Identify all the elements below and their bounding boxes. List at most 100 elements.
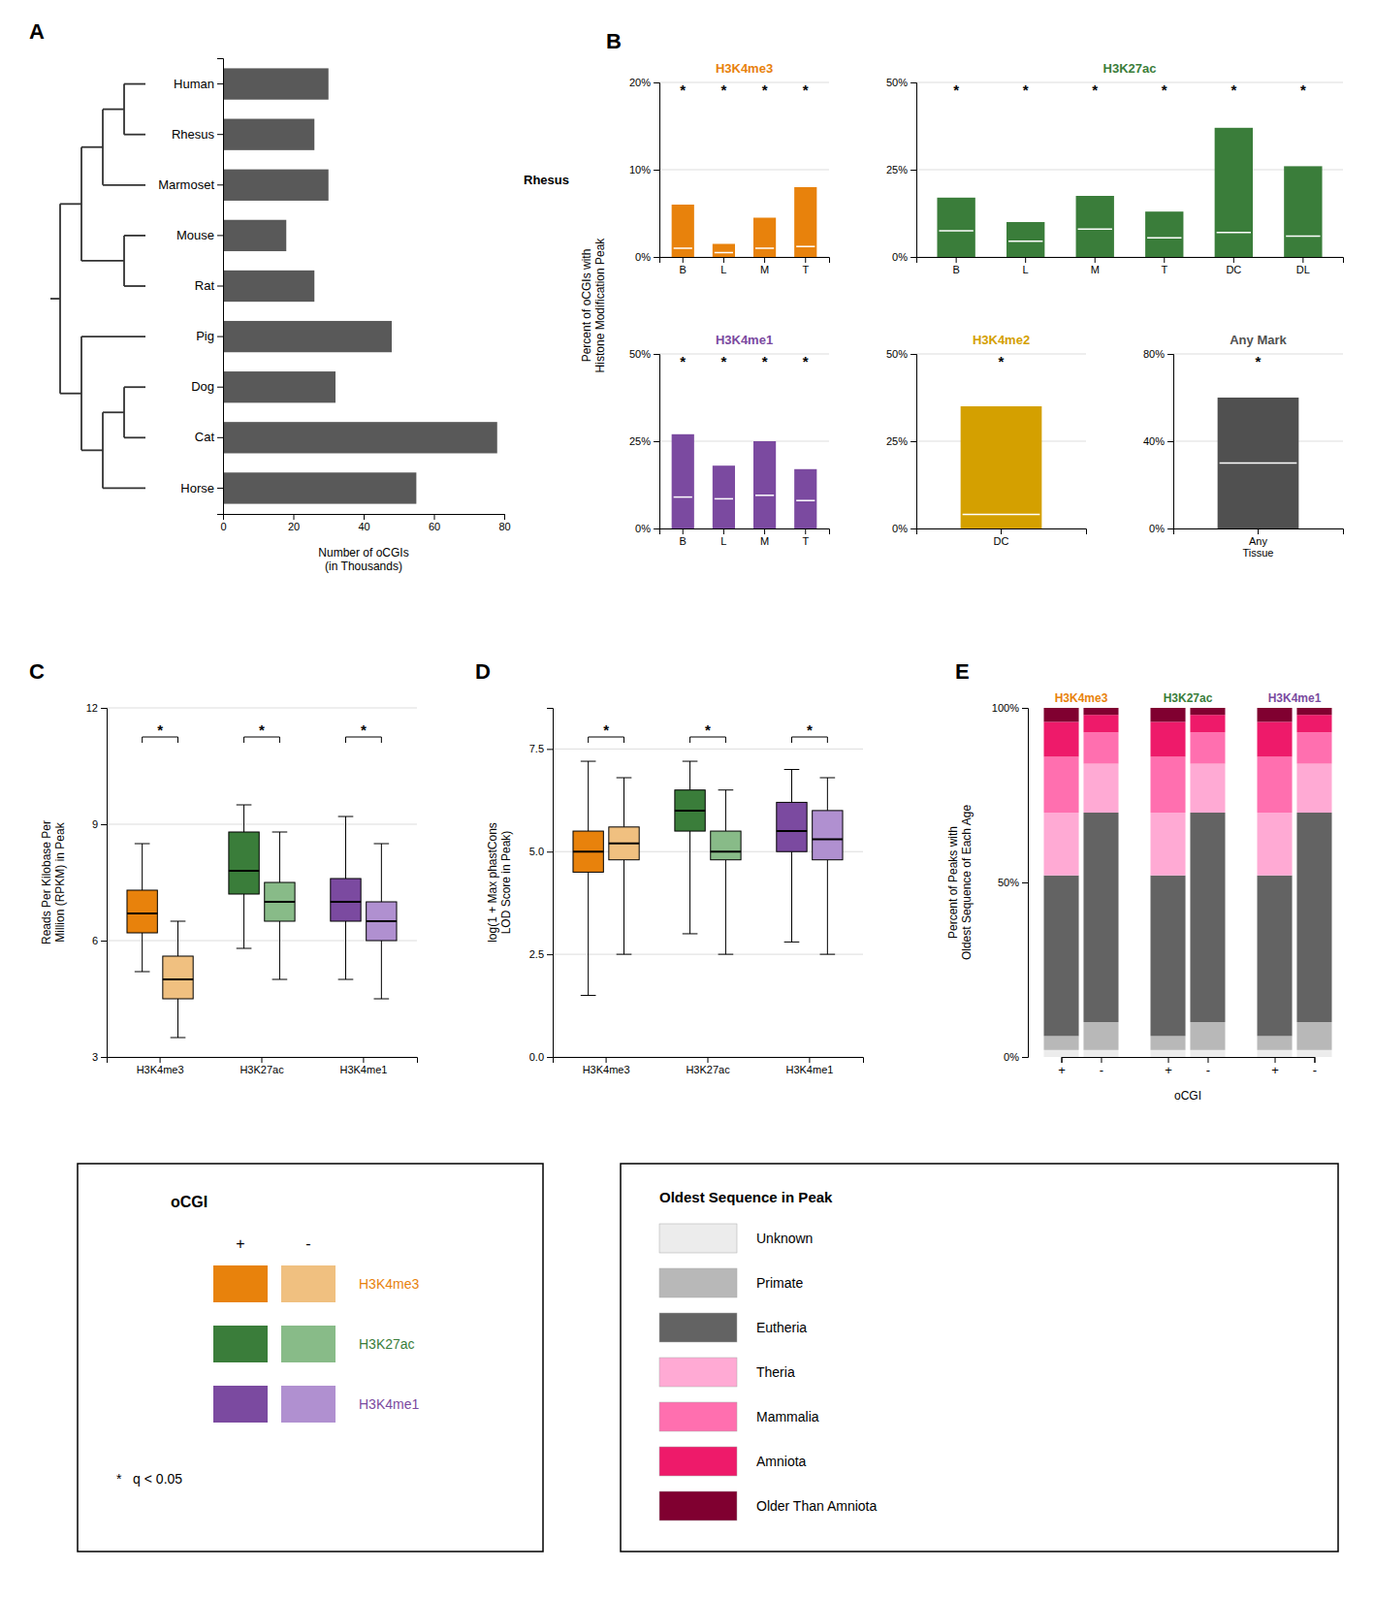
- whisker-high: [587, 761, 589, 831]
- chart-bar: 0%10%20%BLMTH3K4me3Percent of oCGIs with…: [523, 29, 831, 373]
- bar-segment: [1044, 707, 1080, 722]
- text-line: -: [305, 1235, 311, 1252]
- legend-swatch: [659, 1312, 737, 1343]
- tick: L: [720, 528, 727, 547]
- tick-mark: [723, 528, 725, 535]
- text-line: *: [806, 721, 813, 738]
- tick-label: 25%: [886, 163, 908, 176]
- cap-high: [616, 777, 633, 779]
- tick-label: H3K4me1: [339, 1063, 387, 1076]
- bar: [794, 469, 817, 529]
- bar-segment: [1189, 1050, 1225, 1057]
- tick-label: DC: [993, 535, 1010, 547]
- tick: DL: [1296, 256, 1311, 276]
- axis-line: [1174, 529, 1344, 536]
- median: [330, 900, 361, 903]
- tick: 0%: [1003, 1051, 1028, 1063]
- median: [674, 809, 705, 812]
- legend-swatch: [659, 1223, 737, 1253]
- tick-mark: [682, 256, 684, 263]
- text-line: *: [1255, 352, 1262, 370]
- text-line: A: [29, 19, 45, 44]
- tick-label: AnyTissue: [1243, 535, 1275, 560]
- tick: 12: [86, 702, 107, 714]
- tick: 10%: [629, 163, 660, 176]
- legend-title: Oldest Sequence in Peak: [659, 1188, 833, 1206]
- tick-mark: [764, 256, 766, 263]
- bar-segment: [1083, 1050, 1119, 1057]
- bar-segment: [1150, 875, 1186, 1037]
- bar: [1283, 165, 1322, 257]
- tick-label: Human: [173, 76, 215, 92]
- tick-mark: [910, 169, 917, 171]
- tick-mark: [217, 487, 224, 489]
- tick-mark: [217, 336, 224, 338]
- text-line: *: [679, 81, 686, 98]
- group-label: H3K4me1: [1268, 691, 1322, 705]
- tick-mark: [546, 1056, 553, 1058]
- text-line: H3K4me3: [358, 1276, 419, 1292]
- plot-area: [671, 434, 818, 529]
- x-axis: BLMT: [660, 256, 831, 276]
- text-line: Theria: [756, 1364, 796, 1380]
- tick-label: 80: [498, 520, 511, 533]
- cap-low: [616, 954, 633, 956]
- axis-line: [917, 257, 1344, 264]
- text-line: Oldest Sequence in Peak: [659, 1188, 833, 1206]
- whisker-low: [827, 860, 829, 955]
- text-line: E: [955, 659, 970, 684]
- tick-mark: [723, 256, 725, 263]
- text-line: Histone Modification Peak: [593, 237, 608, 374]
- median: [812, 838, 843, 841]
- legend-swatch: [281, 1265, 336, 1303]
- divider: [755, 494, 774, 497]
- box-body: [366, 901, 397, 941]
- legend-label: Unknown: [756, 1230, 813, 1247]
- x-axis: BLMT: [660, 528, 831, 547]
- tree-branch: [81, 335, 146, 338]
- chart-title: H3K4me1: [715, 332, 773, 348]
- text-line: H3K27ac: [358, 1336, 416, 1352]
- text-line: oCGI: [170, 1193, 208, 1211]
- box: [228, 804, 259, 949]
- bar-segment: [1044, 875, 1080, 1037]
- y-axis: 0%25%50%: [886, 348, 918, 535]
- whisker-high: [141, 843, 143, 891]
- tick: Rhesus: [171, 127, 224, 142]
- whisker-high: [279, 831, 281, 883]
- tick-mark: [217, 286, 224, 288]
- tick-mark: [1257, 528, 1259, 535]
- bar-segment: [1296, 714, 1332, 733]
- grid-line: [106, 707, 417, 709]
- tick: 50%: [997, 876, 1028, 889]
- tick: L: [1022, 256, 1029, 276]
- tick: 25%: [886, 435, 917, 448]
- tick: T: [801, 528, 809, 547]
- axis-title: oCGI: [1174, 1088, 1202, 1103]
- cap-low: [374, 998, 390, 1000]
- grid: [1173, 353, 1343, 529]
- tick: B: [679, 256, 687, 276]
- tree-branch: [60, 202, 82, 205]
- axis-line: [100, 708, 108, 1058]
- axis-title: Number of oCGIs(in Thousands): [318, 545, 409, 574]
- text-line: *: [953, 81, 959, 98]
- cap-high: [580, 761, 597, 763]
- tick-label: T: [801, 263, 809, 276]
- grid: [552, 748, 863, 1057]
- grid-line: [106, 824, 417, 826]
- x-axis: 020406080: [220, 513, 511, 533]
- box: [710, 790, 741, 955]
- tick-label: 0%: [635, 251, 651, 263]
- phylogeny: [50, 84, 146, 489]
- tree-branch: [81, 448, 103, 451]
- tree-branch: [124, 385, 146, 388]
- divider: [938, 229, 973, 232]
- tick: 80%: [1143, 348, 1174, 360]
- tick-mark: [653, 528, 660, 530]
- text-line: oCGI: [1174, 1088, 1202, 1103]
- grid-line: [916, 169, 1343, 171]
- text-line: *: [360, 721, 367, 738]
- panel-label: A: [29, 19, 45, 44]
- tree-branch: [124, 83, 146, 86]
